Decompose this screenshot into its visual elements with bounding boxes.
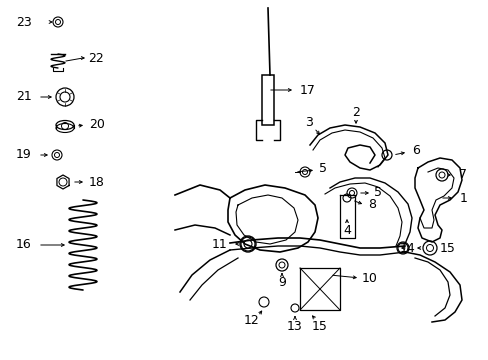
Text: 5: 5	[373, 186, 381, 199]
Text: 20: 20	[89, 118, 105, 131]
Text: 15: 15	[439, 242, 455, 255]
Text: 8: 8	[367, 198, 375, 211]
Text: 6: 6	[411, 144, 419, 157]
Text: 16: 16	[16, 238, 32, 252]
Text: 14: 14	[399, 242, 415, 255]
Text: 4: 4	[343, 224, 350, 237]
Text: 22: 22	[88, 51, 103, 64]
Text: 13: 13	[286, 320, 302, 333]
Text: 3: 3	[305, 116, 312, 129]
Text: 9: 9	[278, 275, 285, 288]
Text: 23: 23	[16, 15, 32, 28]
Text: 12: 12	[244, 314, 259, 327]
Text: 1: 1	[459, 192, 467, 204]
Text: 21: 21	[16, 90, 32, 104]
Text: 7: 7	[458, 168, 466, 181]
Text: 11: 11	[212, 238, 227, 251]
Bar	[262, 75, 273, 125]
Text: 15: 15	[311, 320, 327, 333]
Text: 5: 5	[318, 162, 326, 175]
Text: 17: 17	[300, 84, 315, 96]
Text: 2: 2	[351, 107, 359, 120]
Text: 18: 18	[89, 175, 105, 189]
Text: 10: 10	[361, 271, 377, 284]
Text: 19: 19	[16, 148, 32, 162]
